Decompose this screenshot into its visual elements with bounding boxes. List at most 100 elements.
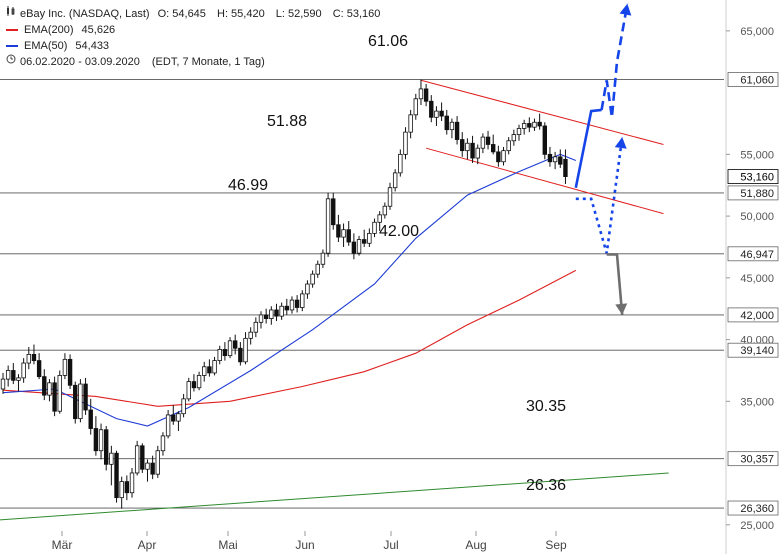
candle-body — [558, 156, 563, 165]
scenario-down-arrowhead — [615, 303, 628, 315]
level-axis-box — [727, 185, 779, 201]
candle-body — [248, 331, 253, 339]
candle-body — [160, 435, 166, 452]
candle-body — [181, 398, 186, 415]
scenario-down-line — [606, 253, 624, 316]
candle-body — [377, 214, 382, 223]
candle-body — [222, 349, 228, 357]
level-label: 26.36 — [526, 477, 566, 494]
candle-body — [73, 384, 78, 420]
last-price-box — [727, 169, 779, 184]
candle-body — [434, 110, 439, 118]
candle-body — [36, 360, 42, 378]
candle-body — [300, 293, 305, 308]
x-tick-label: Apr — [138, 538, 157, 552]
legend-symbol-row: eBay Inc. (NASDAQ, Last) O: 54,645 H: 55… — [6, 6, 380, 22]
level-axis-box — [727, 307, 779, 323]
candle-body — [232, 340, 238, 349]
candle-body — [496, 151, 501, 163]
candle-body — [269, 309, 274, 319]
candle-body — [145, 462, 150, 470]
candle-body — [93, 428, 99, 452]
candle-body — [253, 321, 259, 333]
candle-body — [490, 144, 496, 153]
level-axis-label: 61,060 — [740, 75, 774, 87]
scenario-up-dashed-line — [600, 3, 629, 118]
y-tick-label: 45,000 — [740, 273, 774, 285]
candle-body — [392, 172, 398, 189]
ema200-line — [2, 269, 577, 407]
level-axis-box — [727, 500, 779, 516]
date-range: 06.02.2020 - 03.09.2020 — [20, 56, 140, 68]
candle-body — [310, 273, 315, 285]
candle-body — [98, 429, 104, 452]
legend-ema50-row: EMA(50) 54,433 — [6, 38, 380, 54]
channel-lower-line — [425, 147, 664, 215]
y-tick-label: 55,000 — [740, 149, 774, 161]
candle-body — [351, 241, 357, 254]
clock-icon — [6, 54, 16, 70]
candle-body — [140, 445, 145, 470]
candle-body — [191, 381, 197, 389]
channel-upper-line — [420, 79, 664, 145]
candle-body — [336, 224, 341, 238]
ema50-swatch — [6, 45, 18, 47]
candle-body — [243, 337, 248, 363]
candle-body — [119, 481, 124, 499]
symbol-name: eBay Inc. (NASDAQ, Last) — [20, 8, 150, 20]
level-label: 61.06 — [368, 33, 408, 50]
candle-body — [537, 121, 542, 127]
x-tick-label: Jun — [295, 538, 314, 552]
candle-body — [21, 362, 26, 379]
candle-body — [129, 472, 135, 494]
candle-body — [423, 88, 429, 102]
candlesticks — [0, 79, 568, 509]
candle-body — [104, 429, 109, 465]
candle-body — [217, 349, 222, 361]
candle-body — [372, 221, 377, 234]
level-label: 46.99 — [228, 177, 268, 194]
candle-body — [315, 263, 320, 275]
candle-body — [289, 299, 295, 311]
candle-body — [346, 229, 351, 243]
candle-body — [480, 136, 486, 149]
candle-body — [527, 123, 532, 128]
axis-level-labels: 61,060 51,880 46,947 42,000 39,140 30,357 26,3… — [727, 72, 779, 516]
candle-body — [511, 134, 517, 142]
candle-body — [542, 125, 547, 155]
ema200-swatch — [6, 29, 18, 31]
candle-body — [284, 305, 289, 311]
horizontal-level-lines — [0, 79, 724, 509]
candle-body — [341, 229, 346, 238]
x-tick-label: Mär — [52, 538, 73, 552]
candle-body — [387, 187, 393, 207]
y-axis: 65,00055,00050,00045,00040,00035,00025,0… — [725, 0, 774, 554]
candle-body — [124, 481, 130, 494]
candle-body — [398, 153, 403, 174]
moving-averages — [2, 153, 577, 427]
candle-body — [475, 147, 480, 159]
y-tick-label: 65,000 — [740, 26, 774, 38]
candle-body — [207, 366, 212, 374]
level-label: 30.35 — [526, 398, 566, 415]
candle-body — [150, 462, 155, 475]
level-axis-label: 46,947 — [740, 249, 774, 261]
candle-body — [114, 452, 119, 499]
candle-body — [155, 450, 160, 475]
level-axis-label: 39,140 — [740, 345, 774, 357]
candle-body — [403, 131, 408, 155]
candle-body — [305, 283, 310, 295]
candle-body — [439, 110, 444, 117]
scenario-dotted-arrowhead — [614, 137, 627, 149]
x-tick-label: Mai — [218, 538, 237, 552]
candle-body — [361, 239, 367, 244]
candle-body — [408, 114, 413, 133]
level-axis-box — [727, 342, 779, 358]
candle-body — [331, 198, 336, 226]
low-value: L: 52,590 — [275, 8, 322, 20]
candle-body — [57, 375, 62, 412]
candle-body — [78, 383, 83, 420]
range-note: (EDT, 7 Monate, 1 Tag) — [151, 56, 265, 68]
candle-body — [465, 142, 470, 152]
candle-body — [47, 382, 52, 396]
